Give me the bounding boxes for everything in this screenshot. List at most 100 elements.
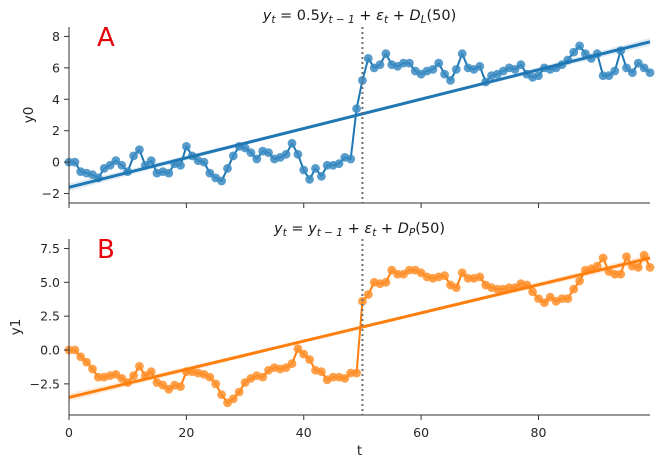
data-point [534, 71, 543, 81]
data-point [340, 374, 350, 383]
data-point [604, 71, 614, 81]
y-tick-label: 8 [52, 29, 60, 44]
y-tick-label: 0.0 [40, 343, 60, 358]
chart-title-part: ε [364, 221, 372, 237]
chart-title-part: P [409, 227, 416, 239]
data-point [446, 76, 455, 85]
data-point [575, 41, 584, 51]
data-point [363, 290, 373, 299]
data-point [334, 159, 344, 169]
data-point [358, 76, 367, 85]
data-point [581, 49, 590, 59]
chart-title-part: y [307, 221, 317, 237]
data-point [299, 349, 309, 359]
x-tick-label: 60 [413, 425, 429, 440]
y-tick-label: 0 [52, 155, 60, 170]
data-point [129, 151, 139, 161]
data-point [70, 157, 80, 167]
data-point [199, 157, 209, 167]
chart-title-part: t [283, 227, 288, 239]
data-point [639, 63, 649, 73]
data-point [428, 65, 438, 74]
chart-title-part: + [376, 221, 397, 237]
data-point [252, 154, 262, 164]
data-point [70, 345, 80, 355]
data-point [205, 372, 215, 382]
chart-title-part: t − 1 [328, 14, 354, 26]
chart-title-part: ε [376, 8, 384, 24]
data-point [381, 277, 391, 287]
data-point [258, 372, 268, 382]
data-point [633, 263, 643, 272]
regression-line [68, 256, 651, 399]
x-tick-label: 0 [65, 425, 73, 440]
data-point [76, 352, 86, 362]
y-tick-label: 6 [52, 60, 60, 75]
data-point [451, 283, 461, 293]
chart-title-part: = [287, 221, 308, 237]
data-point [352, 104, 361, 114]
data-point [569, 47, 579, 57]
data-point [234, 387, 244, 397]
chart-title: yt = 0.5yt − 1 + εt + DL(50) [262, 8, 457, 26]
data-point [645, 263, 655, 272]
chart-title-part: t [271, 14, 276, 26]
data-point [440, 69, 449, 79]
chart-title-part: (50) [415, 221, 445, 237]
x-axis-label: t [357, 443, 362, 459]
chart-title-part: (50) [427, 8, 457, 24]
x-tick-label: 40 [296, 425, 312, 440]
data-point [205, 168, 215, 178]
y-tick-label: 5.0 [40, 275, 60, 290]
data-point [475, 272, 485, 282]
data-point [528, 287, 537, 297]
data-point [246, 148, 256, 158]
data-point [82, 357, 91, 367]
data-point [516, 60, 526, 70]
data-point [317, 171, 326, 181]
y-tick-label: 2 [52, 123, 60, 138]
data-point [317, 367, 326, 377]
data-point [117, 160, 127, 170]
data-point [287, 359, 297, 368]
chart-title-part: + [355, 8, 376, 24]
data-point [622, 63, 631, 73]
data-point [510, 65, 520, 74]
data-point [346, 154, 356, 164]
chart-title-part: y [262, 8, 272, 24]
data-point [305, 355, 314, 364]
data-point [575, 276, 584, 286]
data-point [111, 156, 121, 166]
data-point [352, 368, 361, 378]
y-tick-label: 2.5 [40, 309, 60, 324]
data-point [569, 284, 579, 294]
data-point [375, 60, 385, 70]
panel-label: B [97, 235, 115, 265]
chart-title-part: t [372, 227, 377, 239]
data-point [451, 65, 461, 74]
data-point [135, 145, 144, 155]
chart-title-part: t [384, 14, 389, 26]
x-tick-label: 20 [178, 425, 194, 440]
y-axis-label: y0 [21, 107, 37, 124]
data-point [88, 364, 97, 374]
data-point [645, 68, 655, 77]
data-point [405, 58, 414, 68]
data-point [305, 175, 314, 184]
data-point [164, 168, 174, 178]
chart-title-part: + [388, 8, 409, 24]
y-tick-label: −2.5 [30, 376, 60, 391]
chart-title-part: L [421, 14, 427, 26]
data-point [598, 253, 608, 263]
data-point [311, 164, 320, 173]
data-point [223, 164, 232, 173]
chart-title-part: y [319, 8, 329, 24]
data-point [293, 149, 303, 159]
data-point [182, 142, 191, 151]
data-point [381, 49, 391, 59]
data-point [540, 298, 549, 307]
chart-title-part: = 0.5 [275, 8, 319, 24]
chart-title-part: y [273, 221, 283, 237]
